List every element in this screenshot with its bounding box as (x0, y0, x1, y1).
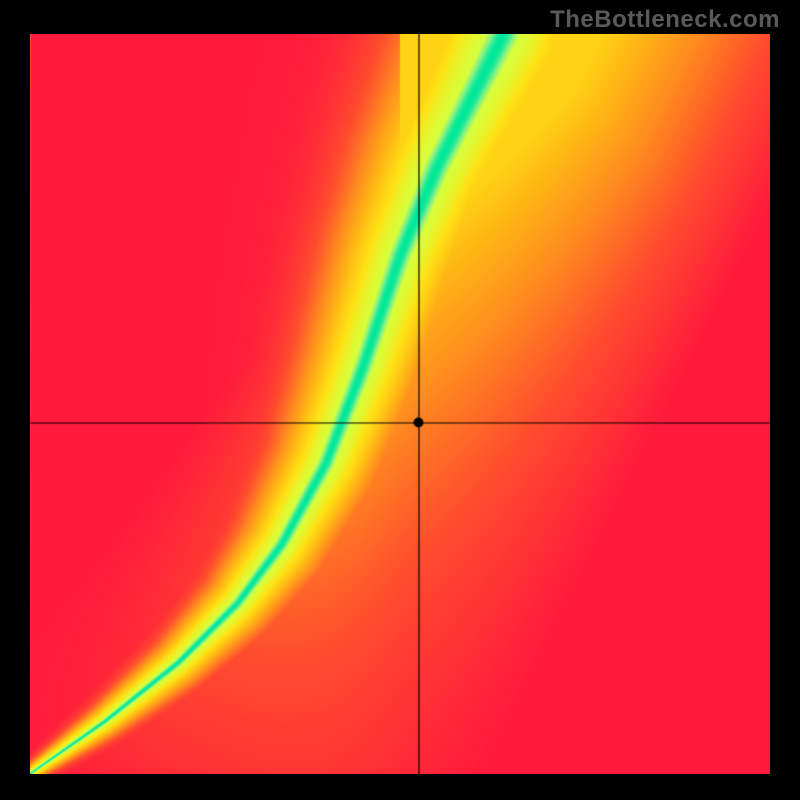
watermark-text: TheBottleneck.com (550, 6, 780, 34)
chart-frame: TheBottleneck.com (0, 0, 800, 800)
bottleneck-heatmap (30, 34, 770, 774)
